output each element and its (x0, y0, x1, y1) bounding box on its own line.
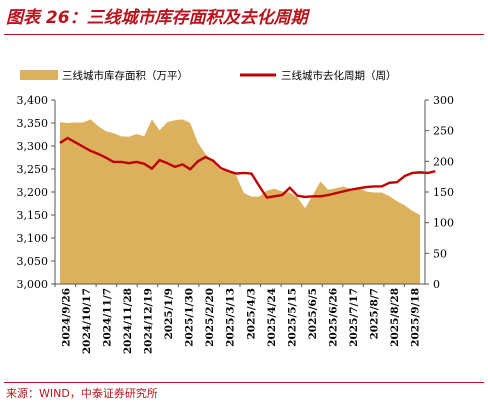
title-rule (4, 34, 484, 35)
y-left-tick-label: 3,150 (17, 209, 49, 222)
x-tick-label: 2025/4/24 (266, 288, 278, 347)
x-tick-label: 2024/10/17 (81, 288, 93, 354)
legend-line-label: 三线城市去化周期（周） (281, 69, 397, 82)
y-left-tick-label: 3,350 (17, 117, 49, 130)
y-left-tick-label: 3,000 (17, 278, 49, 291)
y-right-tick-label: 0 (433, 278, 440, 291)
y-left-tick-label: 3,300 (17, 140, 49, 153)
x-tick-label: 2025/3/13 (225, 288, 237, 347)
y-right-tick-label: 100 (433, 217, 454, 230)
series-area-inventory (60, 119, 420, 284)
x-tick-label: 2025/6/26 (328, 288, 340, 347)
source-rule (4, 382, 484, 383)
x-tick-label: 2024/11/7 (101, 288, 113, 347)
x-tick-label: 2024/12/19 (143, 288, 155, 354)
series-line-cycle (59, 136, 436, 199)
axes: 3,000 3,050 3,100 3,150 3,200 3,250 3,300 3,350… (17, 94, 455, 354)
y-right-tick-label: 300 (433, 94, 454, 107)
x-tick-label: 2025/5/15 (286, 288, 298, 347)
y-left-tick-label: 3,100 (17, 232, 49, 245)
x-tick-label: 2025/6/5 (307, 288, 319, 340)
y-right-tick-label: 150 (433, 186, 454, 199)
x-tick-label: 2025/8/28 (389, 288, 401, 347)
legend-area-swatch (20, 70, 58, 80)
x-tick-label: 2024/9/26 (60, 288, 72, 347)
figure-title: 图表 26：三线城市库存面积及去化周期 (6, 8, 308, 28)
chart: 3,000 3,050 3,100 3,150 3,200 3,250 3,300 3,350… (17, 69, 455, 354)
legend: 三线城市库存面积（万平） 三线城市去化周期（周） (20, 69, 397, 82)
x-tick-label: 2025/1/30 (184, 288, 196, 347)
source-note: 来源：WIND，中泰证券研究所 (6, 387, 158, 400)
legend-area-label: 三线城市库存面积（万平） (62, 69, 188, 82)
x-tick-label: 2025/2/20 (204, 288, 216, 347)
plot-area (59, 119, 436, 284)
y-left-tick-label: 3,400 (17, 94, 49, 107)
y-right-tick-label: 200 (433, 155, 454, 168)
y-left-tick-label: 3,200 (17, 186, 49, 199)
y-left-tick-label: 3,250 (17, 163, 49, 176)
x-tick-label: 2024/11/28 (122, 288, 134, 354)
y-right-tick-label: 50 (433, 247, 447, 260)
y-right-tick-label: 250 (433, 125, 454, 138)
x-tick-label: 2025/4/3 (245, 288, 257, 340)
x-tick-label: 2025/8/7 (369, 288, 381, 340)
x-tick-label: 2025/9/18 (410, 288, 422, 347)
x-tick-label: 2025/7/17 (348, 288, 360, 347)
x-tick-label: 2025/1/9 (163, 288, 175, 340)
y-left-tick-label: 3,050 (17, 255, 49, 268)
